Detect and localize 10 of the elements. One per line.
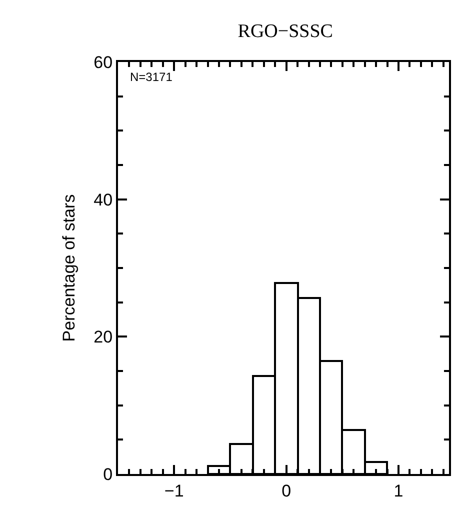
x-tick-label: 0 [282,481,292,500]
y-tick-label: 20 [94,328,113,347]
y-tick-label: 60 [94,52,113,72]
chart-title: RGO−SSSC [238,20,333,42]
y-tick-label: 40 [94,190,113,210]
y-tick-label: 0 [103,464,113,484]
y-axis-title: Percentage of stars [60,194,79,342]
annotation: N=3171 [130,70,173,84]
x-tick-label: −1 [164,481,184,500]
x-tick-label: 1 [394,481,404,500]
